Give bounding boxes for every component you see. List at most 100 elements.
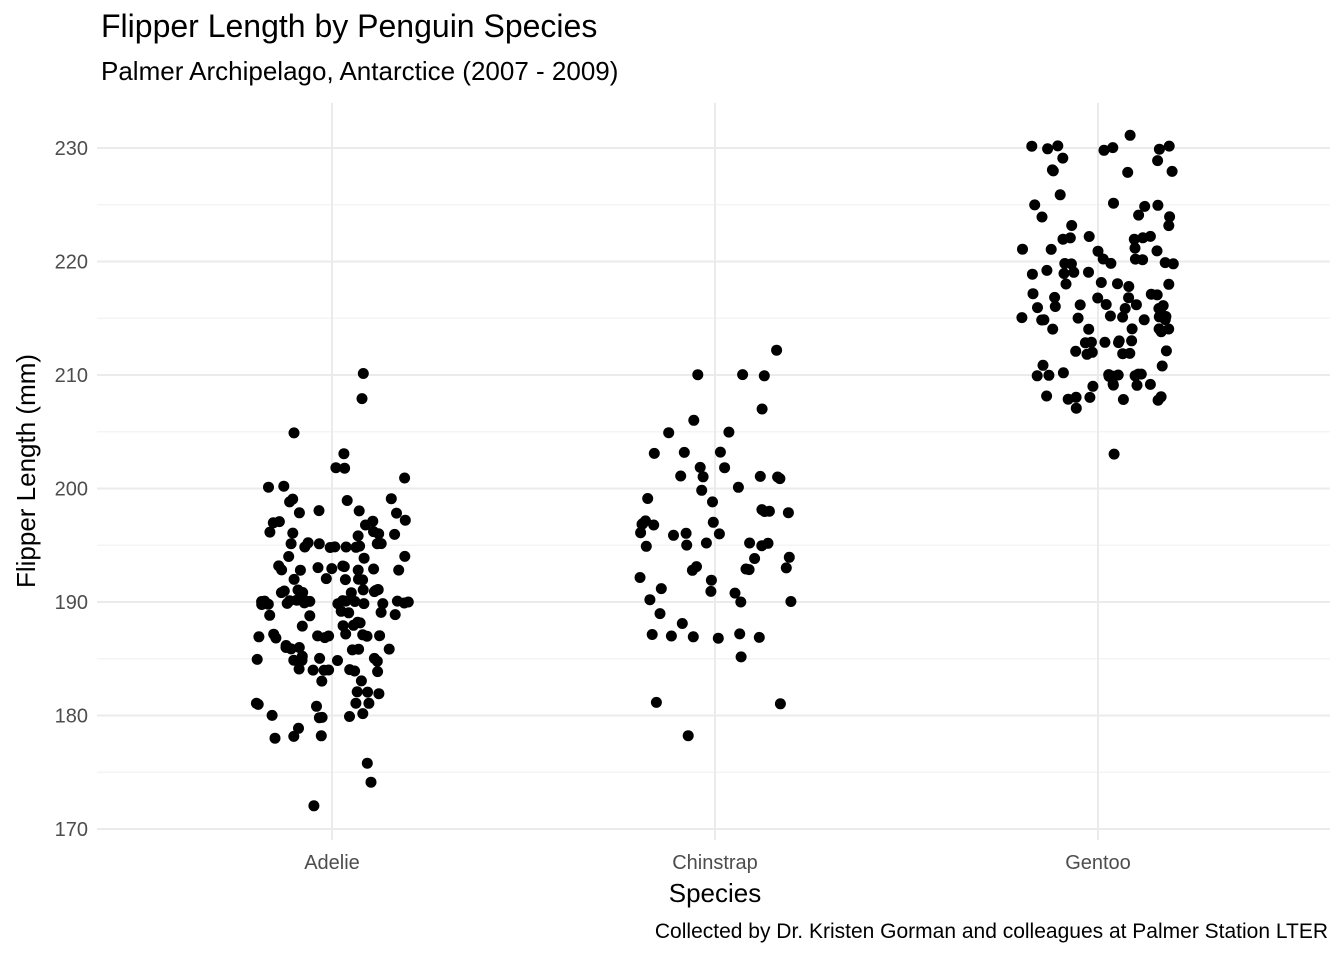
data-point-chinstrap [732, 481, 744, 493]
data-point-gentoo [1049, 291, 1061, 303]
data-point-adelie [312, 562, 324, 574]
data-point-chinstrap [692, 369, 704, 381]
data-point-adelie [273, 560, 285, 572]
data-point-gentoo [1151, 289, 1163, 301]
data-point-chinstrap [676, 618, 688, 629]
data-point-adelie [340, 628, 352, 640]
data-point-adelie [339, 574, 351, 586]
data-point-adelie [280, 640, 292, 651]
data-point-gentoo [1086, 346, 1098, 358]
data-point-adelie [287, 493, 299, 505]
data-point-adelie [349, 596, 361, 607]
data-point-adelie [373, 688, 385, 700]
data-point-gentoo [1108, 448, 1120, 460]
data-point-gentoo [1047, 323, 1059, 335]
data-point-chinstrap [774, 698, 786, 710]
data-point-chinstrap [668, 529, 679, 541]
data-point-chinstrap [655, 583, 667, 595]
data-point-adelie [269, 732, 281, 744]
data-point-gentoo [1100, 299, 1112, 310]
data-point-adelie [329, 541, 341, 553]
data-point-adelie [330, 462, 342, 474]
data-point-chinstrap [634, 572, 646, 583]
data-point-chinstrap [734, 628, 746, 640]
data-point-gentoo [1092, 292, 1104, 304]
data-point-adelie [385, 493, 397, 505]
data-point-chinstrap [640, 540, 652, 552]
chart-subtitle: Palmer Archipelago, Antarctice (2007 - 2… [101, 56, 619, 86]
data-point-gentoo [1126, 323, 1138, 335]
data-point-adelie [399, 514, 411, 526]
data-point-chinstrap [754, 470, 766, 482]
data-point-gentoo [1045, 243, 1057, 255]
data-point-adelie [288, 427, 300, 439]
data-point-gentoo [1026, 140, 1038, 152]
data-point-gentoo [1112, 369, 1124, 381]
data-point-gentoo [1155, 326, 1167, 338]
data-point-adelie [293, 507, 305, 519]
chart-title: Flipper Length by Penguin Species [101, 8, 598, 44]
data-point-chinstrap [686, 564, 698, 576]
data-point-adelie [367, 515, 379, 527]
data-point-chinstrap [774, 473, 786, 485]
data-point-adelie [337, 620, 349, 632]
data-point-adelie [399, 550, 411, 562]
data-point-chinstrap [675, 470, 687, 482]
data-point-chinstrap [678, 446, 690, 458]
y-tick-label: 220 [55, 252, 88, 274]
data-point-adelie [296, 654, 308, 666]
data-point-chinstrap [688, 414, 700, 426]
data-point-gentoo [1129, 242, 1141, 254]
data-point-gentoo [1117, 394, 1129, 405]
data-point-chinstrap [654, 608, 666, 620]
data-point-gentoo [1104, 310, 1116, 322]
data-point-adelie [355, 675, 367, 687]
data-point-gentoo [1070, 391, 1082, 403]
data-point-gentoo [1038, 314, 1050, 326]
data-point-adelie [264, 526, 276, 538]
data-point-gentoo [1036, 211, 1048, 223]
data-point-adelie [344, 664, 356, 676]
data-point-gentoo [1105, 257, 1117, 269]
data-point-adelie [352, 564, 364, 576]
data-point-gentoo [1041, 390, 1053, 402]
data-point-adelie [298, 594, 310, 606]
data-point-gentoo [1163, 220, 1175, 232]
data-point-chinstrap [756, 403, 768, 415]
x-tick-label-adelie: Adelie [304, 852, 360, 874]
data-point-gentoo [1057, 367, 1069, 379]
data-point-gentoo [1112, 278, 1123, 290]
data-point-chinstrap [697, 471, 709, 483]
data-point-adelie [288, 654, 300, 666]
data-point-gentoo [1137, 232, 1149, 244]
data-point-chinstrap [642, 493, 654, 504]
data-point-chinstrap [735, 651, 747, 663]
data-point-adelie [250, 697, 262, 709]
data-point-gentoo [1057, 152, 1069, 164]
data-point-gentoo [1152, 394, 1164, 406]
data-point-gentoo [1017, 243, 1028, 255]
data-point-chinstrap [646, 629, 658, 640]
data-point-adelie [357, 708, 369, 720]
data-point-adelie [313, 505, 325, 517]
data-point-gentoo [1103, 369, 1115, 381]
data-point-gentoo [1126, 335, 1138, 347]
data-point-gentoo [1156, 360, 1168, 372]
y-axis-title: Flipper Length (mm) [11, 354, 41, 588]
data-point-gentoo [1139, 200, 1151, 212]
data-point-adelie [357, 368, 369, 379]
data-point-gentoo [1123, 281, 1135, 292]
data-point-gentoo [1066, 220, 1078, 231]
data-point-chinstrap [782, 507, 794, 519]
data-point-chinstrap [737, 369, 749, 381]
data-point-adelie [368, 526, 379, 538]
data-point-gentoo [1163, 140, 1175, 152]
data-point-chinstrap [729, 587, 741, 599]
data-point-adelie [316, 675, 328, 687]
data-point-gentoo [1032, 302, 1043, 314]
data-point-gentoo [1047, 165, 1059, 177]
data-point-adelie [308, 800, 320, 812]
y-tick-label: 190 [55, 592, 88, 614]
data-point-gentoo [1031, 370, 1043, 382]
